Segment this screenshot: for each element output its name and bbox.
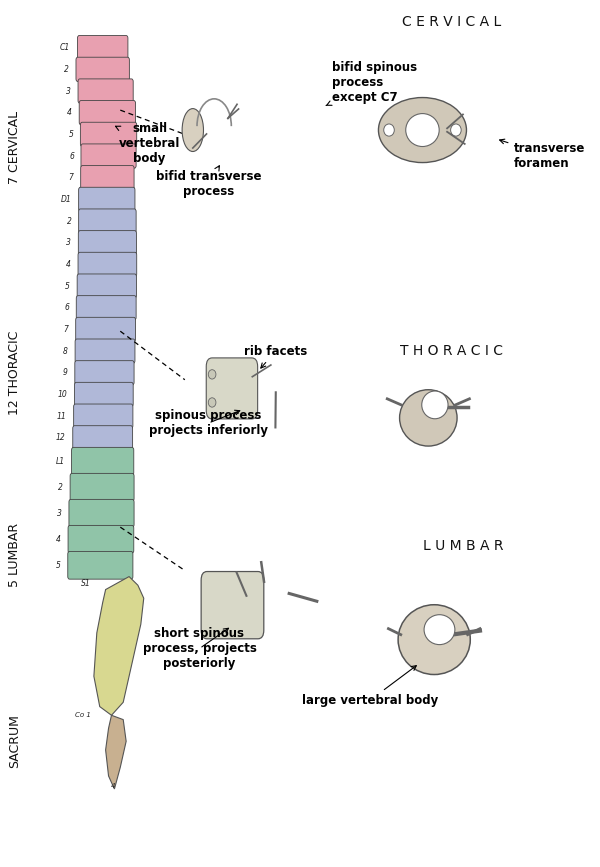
Text: 12: 12 <box>56 434 66 442</box>
Text: 10: 10 <box>58 390 67 399</box>
FancyBboxPatch shape <box>75 339 135 363</box>
Text: rib facets: rib facets <box>244 345 307 368</box>
Text: 4: 4 <box>66 260 71 269</box>
FancyBboxPatch shape <box>201 571 264 639</box>
FancyBboxPatch shape <box>78 252 137 277</box>
Text: bifid transverse
process: bifid transverse process <box>155 166 261 198</box>
Text: C E R V I C A L: C E R V I C A L <box>402 15 502 29</box>
Ellipse shape <box>400 390 457 447</box>
FancyBboxPatch shape <box>68 525 134 553</box>
Text: large vertebral body: large vertebral body <box>302 666 438 707</box>
Polygon shape <box>94 577 144 715</box>
Text: 7 CERVICAL: 7 CERVICAL <box>8 111 21 184</box>
FancyBboxPatch shape <box>77 274 136 298</box>
Text: 5: 5 <box>68 130 73 139</box>
Text: 6: 6 <box>69 152 74 160</box>
Text: Co 1: Co 1 <box>75 713 91 718</box>
FancyBboxPatch shape <box>76 296 136 320</box>
FancyBboxPatch shape <box>68 551 133 579</box>
FancyBboxPatch shape <box>76 57 130 81</box>
FancyBboxPatch shape <box>74 382 133 407</box>
FancyBboxPatch shape <box>73 426 133 450</box>
Polygon shape <box>106 715 126 789</box>
Text: L U M B A R: L U M B A R <box>423 539 504 553</box>
FancyBboxPatch shape <box>74 404 133 428</box>
Ellipse shape <box>208 369 216 379</box>
FancyBboxPatch shape <box>79 187 135 212</box>
Text: 3: 3 <box>66 87 71 95</box>
Ellipse shape <box>384 124 394 136</box>
Text: 9: 9 <box>63 368 68 377</box>
Ellipse shape <box>208 398 216 407</box>
Text: transverse
foramen: transverse foramen <box>500 140 585 170</box>
Text: 2: 2 <box>64 65 69 74</box>
Text: L1: L1 <box>55 457 65 466</box>
Ellipse shape <box>398 605 470 675</box>
Text: bifid spinous
process
except C7: bifid spinous process except C7 <box>326 61 416 106</box>
Text: S1: S1 <box>81 579 91 588</box>
Text: 4: 4 <box>56 535 61 544</box>
Text: T H O R A C I C: T H O R A C I C <box>400 344 503 358</box>
Ellipse shape <box>182 108 203 152</box>
FancyBboxPatch shape <box>79 101 136 125</box>
Text: 4: 4 <box>67 108 72 117</box>
Text: D1: D1 <box>61 195 71 204</box>
Text: 7: 7 <box>69 173 74 182</box>
Text: 5: 5 <box>65 282 70 290</box>
FancyBboxPatch shape <box>79 209 136 233</box>
FancyBboxPatch shape <box>75 361 134 385</box>
FancyBboxPatch shape <box>79 231 136 255</box>
Text: 2: 2 <box>67 217 71 225</box>
FancyBboxPatch shape <box>78 79 133 103</box>
Text: 5: 5 <box>56 561 61 570</box>
FancyBboxPatch shape <box>76 317 136 342</box>
FancyBboxPatch shape <box>70 473 134 501</box>
Ellipse shape <box>451 124 461 136</box>
Text: SACRUM: SACRUM <box>8 714 21 768</box>
Ellipse shape <box>406 114 439 147</box>
Text: 11: 11 <box>57 412 67 420</box>
Text: 4: 4 <box>110 784 115 789</box>
Text: 12 THORACIC: 12 THORACIC <box>8 330 21 415</box>
Text: 8: 8 <box>63 347 68 355</box>
Text: C1: C1 <box>60 43 70 52</box>
Ellipse shape <box>379 98 466 163</box>
FancyBboxPatch shape <box>206 358 257 419</box>
Ellipse shape <box>424 615 455 645</box>
Text: spinous process
projects inferiorly: spinous process projects inferiorly <box>149 409 268 437</box>
Text: 7: 7 <box>64 325 68 334</box>
Text: small
vertebral
body: small vertebral body <box>115 121 181 165</box>
FancyBboxPatch shape <box>69 499 134 527</box>
FancyBboxPatch shape <box>80 122 137 147</box>
Text: 3: 3 <box>57 509 62 518</box>
Text: 3: 3 <box>67 238 71 247</box>
Ellipse shape <box>422 391 448 419</box>
Text: 2: 2 <box>58 483 63 492</box>
Text: short spinous
process, projects
posteriorly: short spinous process, projects posterio… <box>143 627 256 670</box>
FancyBboxPatch shape <box>80 166 134 190</box>
FancyBboxPatch shape <box>71 447 134 475</box>
Text: 5 LUMBAR: 5 LUMBAR <box>8 523 21 587</box>
FancyBboxPatch shape <box>77 36 128 60</box>
Text: 6: 6 <box>64 303 69 312</box>
FancyBboxPatch shape <box>81 144 136 168</box>
